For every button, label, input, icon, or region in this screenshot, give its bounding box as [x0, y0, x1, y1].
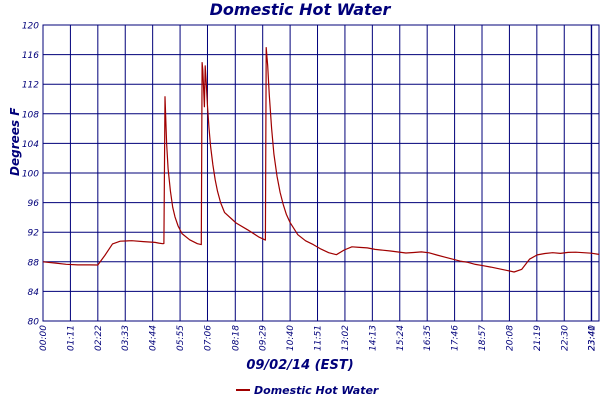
x-tick-label: 18:57: [478, 325, 488, 351]
y-tick-label: 100: [22, 170, 39, 180]
x-tick-label: 09:29: [259, 325, 269, 351]
x-tick-label: 13:02: [341, 325, 351, 351]
y-tick-label: 116: [22, 51, 39, 61]
x-tick-label: 23:41: [588, 325, 598, 351]
y-tick-label: 92: [28, 229, 40, 239]
x-tick-label: 00:00: [39, 325, 49, 351]
x-tick-label: 23:40: [587, 325, 597, 351]
x-tick-label: 07:06: [203, 325, 213, 351]
x-tick-label: 14:13: [368, 325, 378, 351]
y-tick-label: 120: [22, 22, 39, 32]
x-tick-label: 05:55: [176, 325, 186, 351]
x-axis-label: 09/02/14 (EST): [246, 358, 354, 373]
y-tick-label: 84: [28, 288, 40, 298]
x-tick-label: 04:44: [149, 325, 159, 351]
y-tick-label: 112: [22, 81, 39, 91]
legend-label: Domestic Hot Water: [254, 383, 379, 397]
y-tick-label: 104: [22, 140, 39, 150]
x-tick-label: 16:35: [423, 325, 433, 351]
series-group: [42, 47, 600, 273]
y-axis-label: Degrees F: [8, 107, 22, 176]
x-tick-label: 01:11: [66, 325, 76, 351]
chart-title: Domestic Hot Water: [209, 0, 391, 19]
legend: Domestic Hot Water: [236, 382, 378, 398]
gridlines: [42, 24, 599, 322]
x-tick-label: 03:33: [121, 325, 131, 351]
x-tick-label: 21:19: [533, 325, 543, 351]
x-tick-label: 08:18: [231, 325, 241, 351]
y-tick-label: 96: [28, 199, 40, 209]
x-tick-label: 20:08: [505, 325, 515, 351]
x-tick-label: 02:22: [94, 325, 104, 351]
y-tick-label: 108: [22, 110, 39, 120]
y-tick-label: 88: [28, 258, 40, 268]
x-tick-label: 22:30: [560, 325, 570, 351]
series-line: [42, 47, 600, 273]
x-tick-label: 10:40: [286, 325, 296, 351]
x-tick-label: 11:51: [314, 325, 324, 351]
y-tick-label: 80: [28, 318, 40, 328]
x-axis-ticks: 00:00 01:11 02:22 03:33 04:44 05:55 07:06 08:18…: [39, 325, 598, 351]
x-tick-label: 17:46: [451, 325, 461, 351]
y-axis-ticks: 80 84 88 92 96 100 104 108 112 116 120: [22, 22, 39, 328]
x-tick-label: 15:24: [396, 325, 406, 351]
legend-swatch: [236, 389, 250, 391]
